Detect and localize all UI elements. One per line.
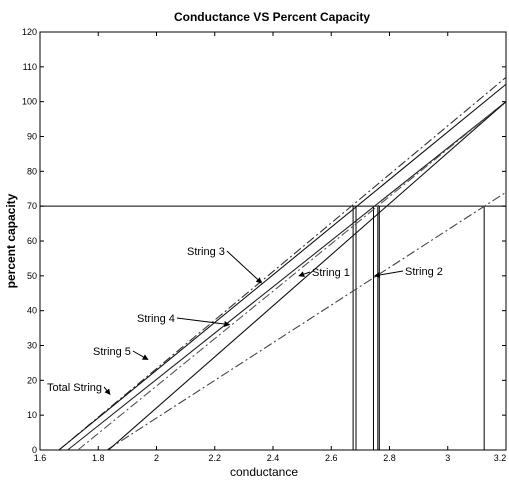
series-line (106, 191, 507, 451)
y-tick-label: 50 (27, 271, 37, 281)
series-annotation: String 4 (137, 313, 175, 325)
y-tick-label: 20 (27, 375, 37, 385)
series-line (67, 101, 507, 451)
y-tick-label: 10 (27, 410, 37, 420)
series-annotation: String 1 (312, 267, 350, 279)
x-tick-label: 1.6 (34, 453, 47, 463)
y-axis-label: percent capacity (4, 193, 18, 288)
y-tick-label: 30 (27, 341, 37, 351)
annotation-arrow (298, 271, 311, 277)
annotation-arrow (226, 250, 263, 284)
chart-title: Conductance VS Percent Capacity (174, 10, 370, 24)
series-annotation: String 5 (93, 346, 131, 358)
x-tick-label: 2 (154, 453, 159, 463)
annotation-arrow (373, 270, 404, 278)
series-line (58, 76, 507, 451)
y-tick-label: 110 (23, 62, 37, 72)
series-line (58, 83, 507, 451)
y-tick-label: 120 (22, 27, 37, 37)
x-axis-label: conductance (230, 465, 298, 479)
plot-area (39, 31, 507, 451)
x-tick-label: 1.8 (92, 453, 105, 463)
series-line (77, 101, 507, 451)
y-tick-label: 70 (27, 201, 37, 211)
y-tick-label: 90 (27, 132, 37, 142)
y-tick-label: 0 (32, 445, 37, 455)
x-tick-label: 3 (445, 453, 450, 463)
series-annotation: String 3 (187, 246, 225, 258)
annotation-arrow (103, 386, 111, 396)
y-tick-label: 80 (27, 166, 37, 176)
annotation-arrow (176, 317, 231, 327)
y-tick-label: 60 (27, 236, 37, 246)
x-tick-label: 2.6 (325, 453, 338, 463)
x-tick-label: 3.2 (494, 453, 507, 463)
y-tick-label: 100 (22, 97, 37, 107)
x-tick-label: 2.8 (383, 453, 396, 463)
series-annotation: String 2 (405, 266, 443, 278)
x-tick-label: 2.2 (208, 453, 221, 463)
y-tick-label: 40 (27, 306, 37, 316)
x-tick-label: 2.4 (267, 453, 280, 463)
series-annotation: Total String (47, 382, 102, 394)
series-line (108, 101, 507, 451)
annotation-arrow (132, 350, 149, 360)
